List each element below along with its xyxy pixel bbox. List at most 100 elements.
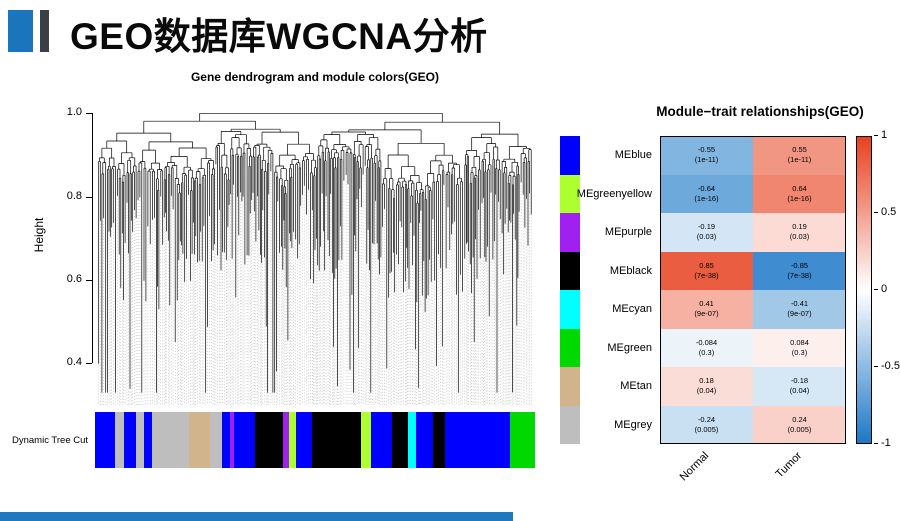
module-color-swatch xyxy=(560,367,580,406)
module-band-segment xyxy=(311,412,362,468)
module-label: MEtan xyxy=(620,380,652,393)
y-axis-line xyxy=(92,113,93,363)
module-label: MEgreen xyxy=(607,341,652,354)
dynamic-tree-cut-band xyxy=(95,412,536,468)
correlation-value: -0.24 xyxy=(697,414,716,424)
heatmap-row: MEblue -0.55 (1e-11) 0.55 (1e-11) xyxy=(560,136,846,175)
heatmap-cell: -0.64 (1e-16) xyxy=(660,174,753,213)
correlation-value: 0.55 xyxy=(792,145,807,155)
y-tick-mark xyxy=(86,280,92,281)
p-value: (1e-11) xyxy=(694,155,719,165)
y-tick-label: 1.0 xyxy=(66,106,82,118)
colorbar-tick-label: -0.5 xyxy=(874,360,900,372)
heatmap-cell: -0.18 (0.04) xyxy=(753,367,846,406)
module-color-swatch xyxy=(560,251,580,290)
p-value: (0.3) xyxy=(791,347,808,357)
heatmap-row: MEcyan 0.41 (9e-07) -0.41 (9e-07) xyxy=(560,290,846,329)
module-band-segment xyxy=(254,412,284,468)
p-value: (0.03) xyxy=(696,232,717,242)
heatmap-cell: -0.55 (1e-11) xyxy=(660,136,753,175)
heatmap-cell: 0.19 (0.03) xyxy=(753,213,846,252)
p-value: (7e-38) xyxy=(787,270,812,280)
p-value: (1e-16) xyxy=(694,193,719,203)
dendrogram-title: Gene dendrogram and module colors(GEO) xyxy=(190,70,440,84)
title-accent-bar xyxy=(40,10,49,52)
heatmap-rows: MEblue -0.55 (1e-11) 0.55 (1e-11) MEgreenyell… xyxy=(560,136,846,444)
module-color-swatch xyxy=(560,290,580,329)
module-band-segment xyxy=(295,412,312,468)
module-band-segment xyxy=(95,412,116,468)
colorbar xyxy=(856,136,872,444)
colorbar-tick-label: 1 xyxy=(874,129,900,141)
correlation-value: 0.084 xyxy=(790,337,809,347)
y-tick-label: 0.4 xyxy=(66,356,82,368)
p-value: (9e-07) xyxy=(694,309,719,319)
colorbar-tick-label: 0 xyxy=(874,283,900,295)
y-tick-label: 0.8 xyxy=(66,190,82,202)
correlation-value: 0.18 xyxy=(699,376,714,386)
module-label: MEblue xyxy=(614,149,652,162)
y-tick-label: 0.6 xyxy=(66,273,82,285)
heatmap-cell: -0.19 (0.03) xyxy=(660,213,753,252)
module-band-segment xyxy=(510,412,536,468)
module-label: MEcyan xyxy=(612,303,652,316)
heatmap-cell: -0.85 (7e-38) xyxy=(753,251,846,290)
heatmap-cell: -0.41 (9e-07) xyxy=(753,290,846,329)
correlation-value: 0.19 xyxy=(792,222,807,232)
p-value: (9e-07) xyxy=(787,309,812,319)
p-value: (1e-16) xyxy=(787,193,812,203)
module-band-segment xyxy=(189,412,210,468)
heatmap-row: MEgrey -0.24 (0.005) 0.24 (0.005) xyxy=(560,405,846,444)
module-label: MEpurple xyxy=(604,226,652,239)
p-value: (0.005) xyxy=(694,424,719,434)
title-accent-square xyxy=(8,10,33,52)
bottom-accent-strip xyxy=(0,512,513,521)
correlation-value: 0.85 xyxy=(699,260,714,270)
module-band-segment xyxy=(152,412,190,468)
module-band-segment xyxy=(209,412,222,468)
dendrogram-branches xyxy=(98,112,532,393)
correlation-value: -0.084 xyxy=(695,337,718,347)
y-tick-mark xyxy=(86,197,92,198)
correlation-value: 0.41 xyxy=(699,299,714,309)
column-label-normal: Normal xyxy=(677,449,712,484)
heatmap-row: MEtan 0.18 (0.04) -0.18 (0.04) xyxy=(560,367,846,406)
module-band-segment xyxy=(115,412,124,468)
correlation-value: -0.64 xyxy=(697,183,716,193)
module-color-swatch xyxy=(560,328,580,367)
module-color-swatch xyxy=(560,405,580,444)
y-tick-mark xyxy=(86,363,92,364)
correlation-value: 0.24 xyxy=(792,414,807,424)
dendrogram-y-axis-label: Height xyxy=(32,217,46,253)
heatmap-cell: 0.85 (7e-38) xyxy=(660,251,753,290)
module-label: MEgrey xyxy=(614,418,652,431)
correlation-value: -0.18 xyxy=(790,376,809,386)
heatmap-title: Module−trait relationships(GEO) xyxy=(656,104,864,119)
correlation-value: -0.85 xyxy=(790,260,809,270)
p-value: (0.005) xyxy=(787,424,812,434)
module-band-segment xyxy=(283,412,290,468)
correlation-value: -0.55 xyxy=(697,145,716,155)
heatmap-cell: -0.24 (0.005) xyxy=(660,405,753,444)
heatmap-cell: 0.41 (9e-07) xyxy=(660,290,753,329)
module-band-segment xyxy=(416,412,433,468)
heatmap-cell: 0.084 (0.3) xyxy=(753,328,846,367)
module-band-segment xyxy=(221,412,231,468)
heatmap-row: MEblack 0.85 (7e-38) -0.85 (7e-38) xyxy=(560,251,846,290)
heatmap-cell: 0.64 (1e-16) xyxy=(753,174,846,213)
p-value: (0.04) xyxy=(789,386,810,396)
module-band-segment xyxy=(432,412,445,468)
module-band-segment xyxy=(361,412,372,468)
module-band-segment xyxy=(445,412,511,468)
module-band-segment xyxy=(408,412,417,468)
heatmap-row: MEgreen -0.084 (0.3) 0.084 (0.3) xyxy=(560,328,846,367)
heatmap-cell: 0.55 (1e-11) xyxy=(753,136,846,175)
heatmap-cell: 0.24 (0.005) xyxy=(753,405,846,444)
module-band-segment xyxy=(234,412,255,468)
module-band-segment xyxy=(144,412,153,468)
module-color-swatch xyxy=(560,136,580,175)
heatmap-row: MEpurple -0.19 (0.03) 0.19 (0.03) xyxy=(560,213,846,252)
correlation-value: -0.19 xyxy=(697,222,716,232)
colorbar-tick-label: 0.5 xyxy=(874,206,900,218)
